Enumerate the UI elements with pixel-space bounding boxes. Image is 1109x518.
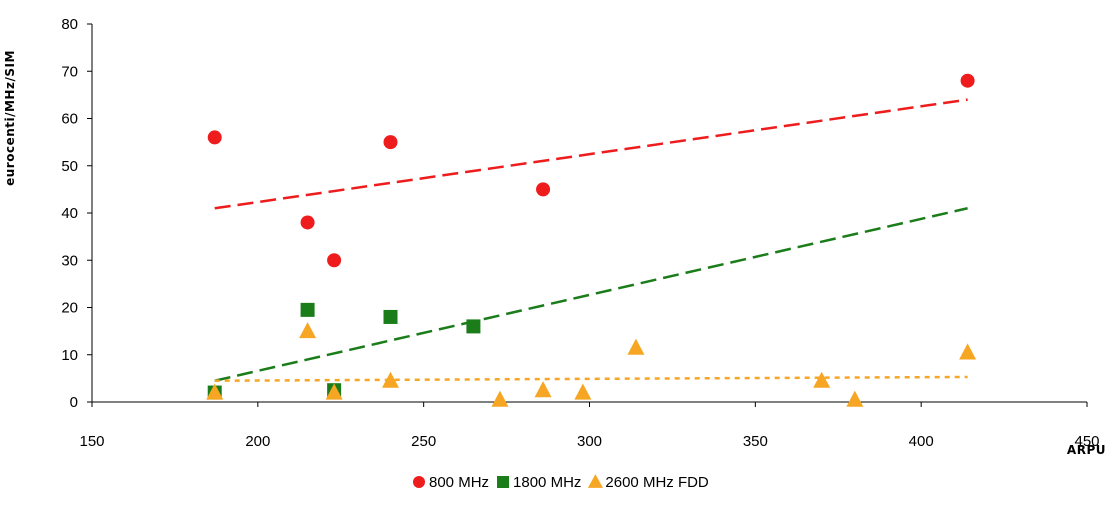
data-point (327, 253, 342, 268)
y-tick-label: 50 (61, 158, 78, 175)
data-point (491, 390, 509, 407)
legend-label: 2600 MHz FDD (605, 474, 709, 491)
x-tick-label: 150 (79, 433, 104, 450)
y-axis-title: eurocenti/MHz/SIM (3, 50, 17, 186)
data-point (534, 381, 552, 398)
data-point (466, 319, 481, 334)
legend-label: 800 MHz (429, 474, 489, 491)
data-point (299, 322, 317, 339)
data-point (497, 476, 510, 488)
x-tick-label: 400 (909, 433, 934, 450)
data-point (413, 476, 425, 488)
x-tick-label: 200 (245, 433, 270, 450)
y-tick-label: 80 (61, 16, 78, 33)
data-point (959, 343, 977, 360)
y-tick-label: 30 (61, 252, 78, 269)
data-point (207, 130, 222, 145)
legend-label: 1800 MHz (513, 474, 581, 491)
y-tick-label: 60 (61, 111, 78, 128)
data-point (382, 371, 399, 388)
data-point (206, 383, 224, 400)
data-point (574, 383, 592, 400)
data-point (587, 474, 603, 488)
y-tick-label: 40 (61, 205, 78, 222)
data-point (383, 135, 398, 150)
x-tick-label: 300 (577, 433, 602, 450)
y-tick-label: 0 (70, 394, 78, 411)
data-point (383, 309, 398, 324)
trendline (214, 98, 968, 210)
data-point (627, 338, 645, 355)
x-axis-title: ARPU (1067, 443, 1106, 457)
trendline (214, 207, 968, 382)
data-point (300, 302, 315, 317)
data-point (960, 73, 975, 88)
y-tick-label: 70 (61, 63, 78, 80)
markers (206, 73, 977, 407)
axes: 0 10 20 30 40 50 60 70 80 150 200 250 300 350 400 450 (61, 16, 1099, 450)
y-tick-label: 20 (61, 300, 78, 317)
data-point (300, 215, 315, 230)
data-point (325, 383, 343, 400)
data-point (846, 390, 864, 407)
data-point (813, 371, 831, 388)
legend: 800 MHz 1800 MHz 2600 MHz FDD (413, 474, 709, 491)
x-tick-label: 250 (411, 433, 436, 450)
data-point (536, 182, 551, 197)
x-tick-label: 350 (743, 433, 768, 450)
x-tick-label: 450 (1074, 433, 1099, 450)
y-tick-label: 10 (61, 347, 78, 364)
trendlines (214, 98, 968, 382)
trendline (214, 375, 968, 382)
